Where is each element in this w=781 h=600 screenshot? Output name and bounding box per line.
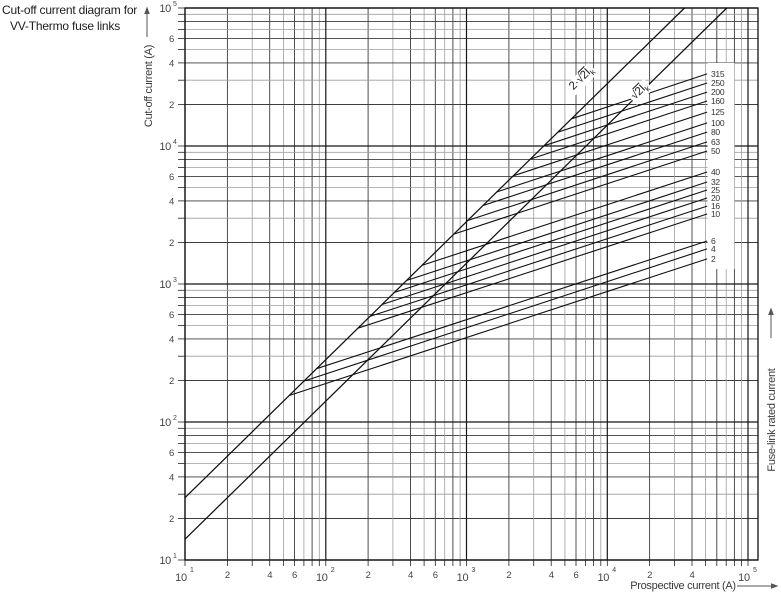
y-minor-label: 4 [169,196,174,207]
x-axis-arrow-icon [771,583,779,589]
title-line-1: Cut-off current diagram for [2,3,138,17]
y-decade-label: 10 [159,279,171,291]
x-minor-label: 6 [433,570,438,581]
y-minor-label: 2 [169,100,174,111]
curve-rating-label: 32 [711,177,720,187]
curve-rating-label: 4 [711,244,716,254]
curve-rating-label: 10 [711,209,720,219]
fuse-curve [289,258,708,397]
y-decade-label: 10 [159,141,171,153]
fuse-curve [543,91,708,147]
curve-rating-label: 6 [711,236,716,246]
y-minor-label: 6 [169,448,174,459]
right-axis-arrow-icon [768,307,774,315]
title-line-2: VV-Thermo fuse links [9,18,121,33]
y-minor-label: 2 [169,238,174,249]
fuse-curve [316,240,708,370]
y-minor-label: 6 [169,310,174,321]
x-minor-label: 4 [267,570,272,581]
x-minor-label: 2 [366,570,371,581]
fuse-curve [369,205,708,317]
y-minor-label: 4 [169,334,174,345]
curve-rating-label: 63 [711,137,720,147]
reference-line [184,7,685,499]
x-axis-label: Prospective current (A) [630,580,736,592]
x-decade-label: 10 [738,572,750,584]
curve-rating-label: 200 [711,87,725,97]
curve-rating-label: 250 [711,78,725,88]
x-decade-exponent: 3 [472,567,476,574]
fuse-curve [482,131,708,207]
curve-rating-label: 80 [711,127,720,137]
y-decade-exponent: 4 [173,139,177,146]
diagram-title: Cut-off current diagram for VV-Thermo fu… [2,3,138,34]
fuse-curve [530,100,708,160]
fuse-curve [394,189,708,294]
x-decade-exponent: 4 [612,567,616,574]
curve-rating-label: 315 [711,69,725,79]
x-minor-label: 2 [647,570,652,581]
fuse-curve [421,171,708,266]
y-decade-label: 10 [159,417,171,429]
fuse-curve [496,122,708,193]
x-minor-label: 2 [506,570,511,581]
x-minor-label: 4 [549,570,554,581]
fuse-curve [406,181,708,282]
fuse-curve [557,82,708,133]
fuse-curve [453,150,708,235]
y-decade-exponent: 1 [173,553,177,560]
y-decade-exponent: 3 [173,277,177,284]
y-minor-label: 4 [169,472,174,483]
x-decade-exponent: 1 [190,567,194,574]
x-minor-label: 4 [408,570,413,581]
y-minor-label: 6 [169,34,174,45]
fuse-curve [381,197,708,306]
y-decade-exponent: 5 [173,1,177,8]
curve-rating-label: 25 [711,185,720,195]
x-minor-label: 6 [292,570,297,581]
x-minor-label: 2 [225,570,230,581]
y-axis-arrow-icon [144,6,150,14]
x-decade-exponent: 2 [331,567,335,574]
y-minor-label: 2 [169,376,174,387]
x-decade-label: 10 [175,572,187,584]
fuse-curve [357,213,708,329]
curve-label-box [707,63,735,269]
x-decade-label: 10 [457,572,469,584]
x-decade-label: 10 [316,572,328,584]
y-minor-label: 2 [169,514,174,525]
fuse-curve [513,111,708,177]
curve-rating-label: 20 [711,193,720,203]
y-minor-label: 4 [169,58,174,69]
curve-rating-label: 125 [711,107,725,117]
curve-rating-label: 50 [711,146,720,156]
right-axis-label: Fuse-link rated current [766,368,778,471]
curve-rating-label: 160 [711,96,725,106]
y-decade-label: 10 [159,555,171,567]
y-decade-label: 10 [159,3,171,15]
y-decade-exponent: 2 [173,415,177,422]
fuse-curve [303,248,708,382]
x-decade-exponent: 5 [753,567,757,574]
curve-rating-label: 100 [711,118,725,128]
x-minor-label: 4 [690,570,695,581]
y-axis-label: Cut-off current (A) [143,45,155,127]
curve-rating-label: 40 [711,167,720,177]
curve-rating-label: 16 [711,201,720,211]
x-minor-label: 6 [574,570,579,581]
curve-rating-label: 2 [711,254,716,264]
y-minor-label: 6 [169,172,174,183]
x-decade-label: 10 [597,572,609,584]
fuse-curve [467,141,708,222]
